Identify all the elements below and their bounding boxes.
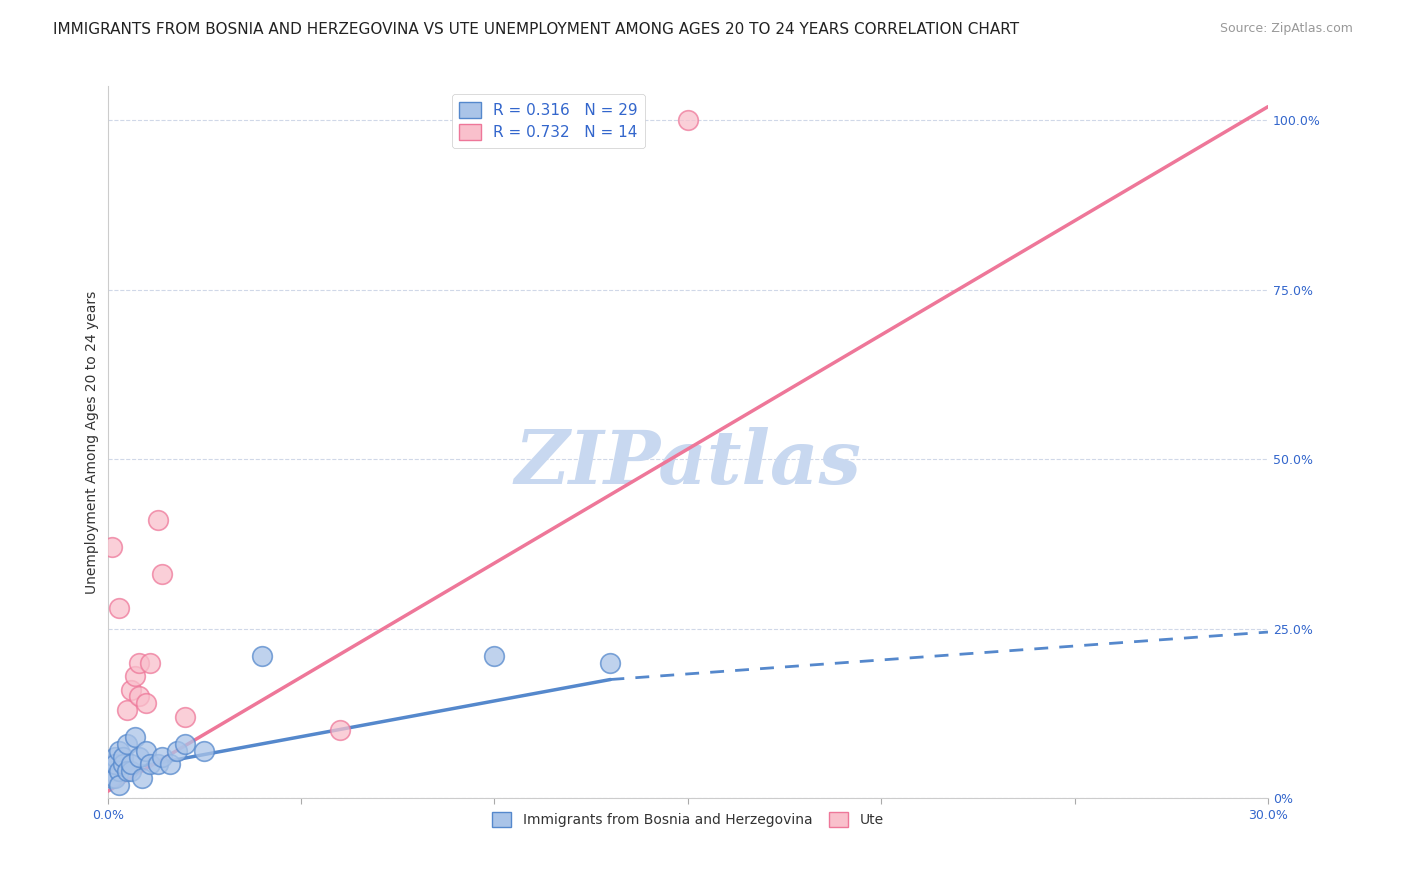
Point	[104, 750, 127, 764]
Point	[146, 513, 169, 527]
Point	[135, 744, 157, 758]
Point	[112, 750, 135, 764]
Point	[174, 737, 197, 751]
Point	[484, 648, 506, 663]
Point	[128, 690, 150, 704]
Point	[112, 757, 135, 772]
Point	[120, 764, 142, 778]
Point	[108, 744, 131, 758]
Point	[174, 710, 197, 724]
Point	[124, 730, 146, 744]
Point	[139, 656, 162, 670]
Point	[115, 764, 138, 778]
Legend: Immigrants from Bosnia and Herzegovina, Ute: Immigrants from Bosnia and Herzegovina, …	[485, 805, 890, 834]
Point	[100, 541, 122, 555]
Point	[100, 757, 122, 772]
Point	[108, 764, 131, 778]
Point	[193, 744, 215, 758]
Point	[150, 750, 173, 764]
Point	[128, 750, 150, 764]
Point	[100, 764, 122, 778]
Point	[108, 778, 131, 792]
Text: IMMIGRANTS FROM BOSNIA AND HERZEGOVINA VS UTE UNEMPLOYMENT AMONG AGES 20 TO 24 Y: IMMIGRANTS FROM BOSNIA AND HERZEGOVINA V…	[53, 22, 1019, 37]
Point	[120, 757, 142, 772]
Y-axis label: Unemployment Among Ages 20 to 24 years: Unemployment Among Ages 20 to 24 years	[86, 291, 100, 594]
Point	[131, 771, 153, 785]
Point	[252, 648, 274, 663]
Point	[100, 771, 122, 785]
Point	[146, 757, 169, 772]
Point	[159, 757, 181, 772]
Point	[120, 682, 142, 697]
Point	[599, 656, 621, 670]
Point	[124, 669, 146, 683]
Point	[115, 737, 138, 751]
Point	[115, 703, 138, 717]
Text: ZIPatlas: ZIPatlas	[515, 427, 862, 500]
Point	[108, 601, 131, 615]
Point	[139, 757, 162, 772]
Point	[128, 656, 150, 670]
Point	[676, 113, 699, 128]
Point	[135, 696, 157, 710]
Point	[150, 567, 173, 582]
Text: Source: ZipAtlas.com: Source: ZipAtlas.com	[1219, 22, 1353, 36]
Point	[329, 723, 352, 738]
Point	[166, 744, 188, 758]
Point	[104, 757, 127, 772]
Point	[104, 771, 127, 785]
